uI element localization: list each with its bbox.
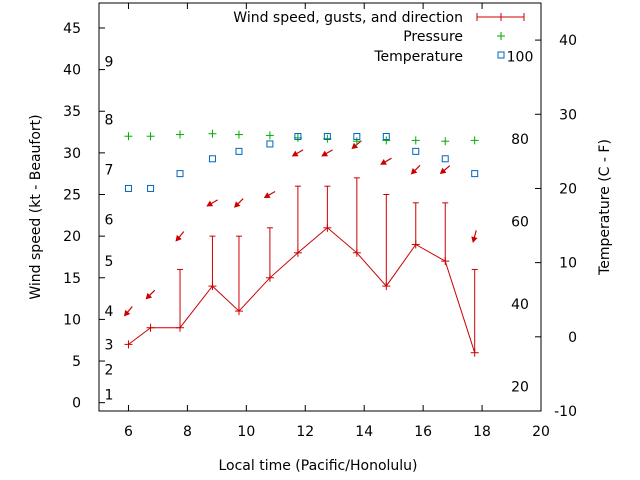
y-left-tick-label: 45 [63,21,81,37]
temperature-point [176,170,184,178]
beaufort-tick-label: 7 [105,163,114,179]
fahrenheit-tick-label: 60 [511,214,529,230]
y-right-tick-label: 0 [568,330,577,346]
plot-frame-layer [98,2,542,412]
wind-direction-arrowhead [233,201,241,208]
fahrenheit-tick-label: 20 [511,379,529,395]
y-right-tick-label: 30 [559,107,577,123]
y-left-tick-label: 20 [63,229,81,245]
beaufort-tick-label: 1 [105,387,114,403]
temperature-point [323,133,331,141]
wind-direction-arrowhead [439,167,447,175]
temperature-point [266,140,274,148]
beaufort-tick-label: 8 [105,113,114,129]
wind-direction-arrowhead [321,150,329,157]
beaufort-tick-label: 4 [105,304,114,320]
temperature-point [235,147,243,155]
x-tick-label: 10 [237,424,255,440]
x-axis-label: Local time (Pacific/Honolulu) [218,458,417,474]
wind-direction-arrowhead [145,292,153,300]
beaufort-tick-label: 5 [105,254,114,270]
wind-direction-arrowhead [380,158,387,165]
y-left-tick-label: 15 [63,271,81,287]
wind-direction-arrowhead [123,309,131,317]
temperature-point [441,155,449,163]
y-left-tick-label: 10 [63,312,81,328]
series-layer [123,13,525,357]
x-tick-label: 14 [355,424,373,440]
temperature-point [412,147,420,155]
temperature-point [124,184,132,192]
temperature-point [382,133,390,141]
x-tick-label: 8 [183,424,192,440]
temperature-point [353,133,361,141]
y-left-tick-label: 25 [63,188,81,204]
y-left-tick-label: 0 [72,396,81,412]
temperature-point [471,170,479,178]
y-axis-label-left: Wind speed (kt - Beaufort) [28,114,44,299]
fahrenheit-tick-label: 100 [507,50,534,66]
wind-direction-arrowhead [291,150,299,157]
plot-frame [98,2,542,412]
x-tick-label: 20 [532,424,550,440]
wind-direction-arrowhead [175,234,182,242]
wind-direction-arrowhead [410,168,418,175]
y-left-tick-label: 30 [63,146,81,162]
y-axis-label-right: Temperature (C - F) [597,139,613,276]
text-layer: Local time (Pacific/Honolulu) Wind speed… [28,10,613,474]
wind-direction-arrowhead [351,142,359,150]
fahrenheit-tick-label: 80 [511,132,529,148]
legend-pressure-label: Pressure [403,29,463,45]
wind-direction-arrowhead [206,200,214,207]
x-tick-label: 18 [473,424,491,440]
legend-temperature-marker [497,51,505,59]
legend-temperature-label: Temperature [373,49,463,65]
temperature-point [294,133,302,141]
y-left-tick-label: 35 [63,104,81,120]
beaufort-tick-label: 6 [105,212,114,228]
beaufort-tick-label: 9 [105,54,114,70]
temperature-point [208,155,216,163]
x-tick-label: 6 [124,424,133,440]
y-right-tick-label: -10 [554,404,577,420]
x-tick-label: 12 [296,424,314,440]
y-right-tick-label: 40 [559,33,577,49]
y-left-tick-label: 5 [72,354,81,370]
legend-wind-label: Wind speed, gusts, and direction [233,10,463,26]
fahrenheit-tick-label: 40 [511,297,529,313]
y-left-tick-label: 40 [63,63,81,79]
x-tick-label: 16 [414,424,432,440]
wind-direction-arrowhead [263,192,271,199]
temperature-point [147,184,155,192]
beaufort-tick-label: 2 [105,362,114,378]
beaufort-tick-label: 3 [105,337,114,353]
y-right-tick-label: 20 [559,181,577,197]
y-right-tick-label: 10 [559,256,577,272]
wind-direction-arrowhead [471,236,478,243]
